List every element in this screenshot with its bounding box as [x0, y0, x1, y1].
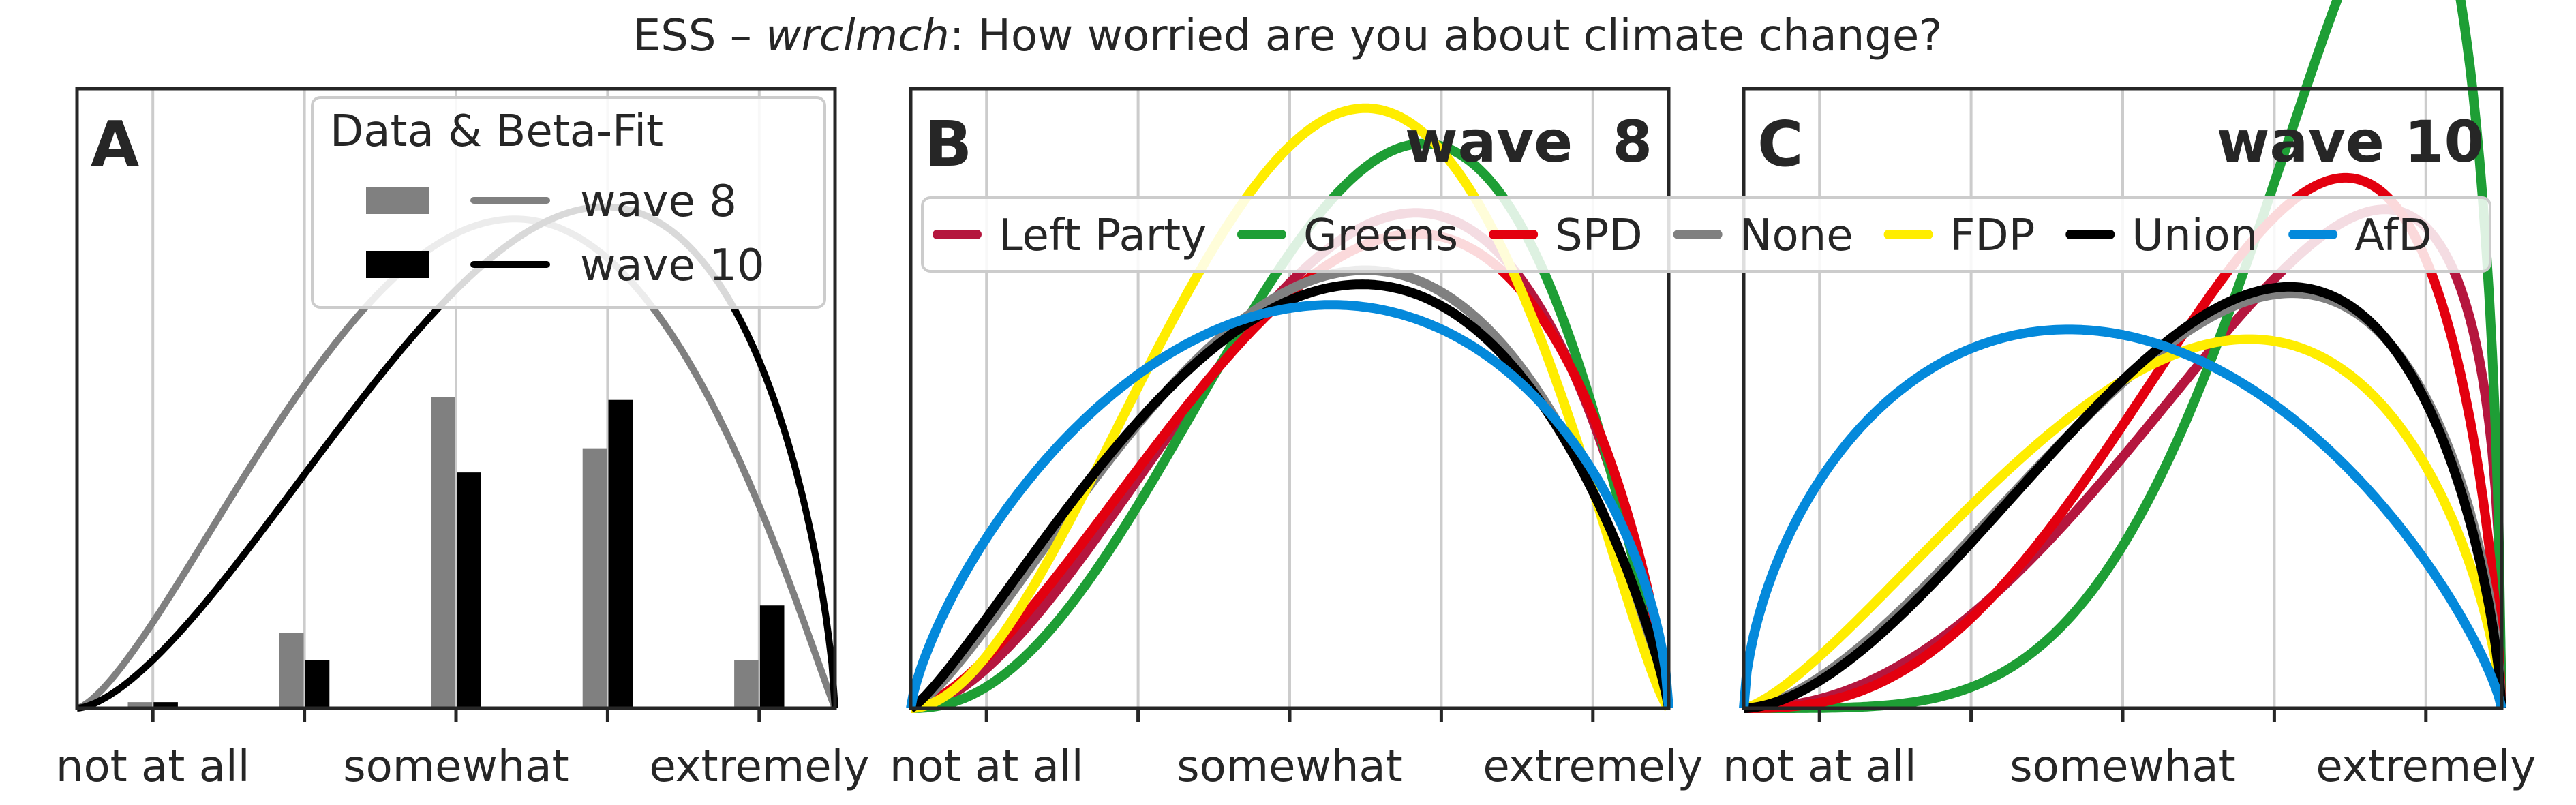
bar-wave10-3 [457, 472, 481, 708]
ticks-b: not at all somewhat extremely [890, 708, 1703, 792]
grid-b [985, 89, 1594, 708]
bar-wave8-4 [582, 448, 607, 708]
bar-wave8-1 [127, 702, 153, 708]
x-tick-label-b-5: extremely [1483, 742, 1703, 792]
panel-letter-c: C [1757, 108, 1804, 181]
panel-title-c: wave 10 [2217, 108, 2484, 175]
panel-letter-b: B [924, 108, 972, 181]
x-tick-label-c-5: extremely [2316, 742, 2536, 792]
party-legend: Left Party Greens SPD None FDP Union AfD [921, 196, 2491, 273]
x-tick-label-a-1: not at all [56, 742, 250, 792]
panel-title-b: wave 8 [1405, 108, 1652, 175]
legend-box-a [311, 96, 826, 309]
x-tick-label-b-3: somewhat [1177, 742, 1402, 792]
panel-c: not at all somewhat extremely C wave 10 [1723, 0, 2536, 792]
figure-title: ESS – wrclmch: How worried are you about… [633, 11, 1943, 61]
curve-c-union [1742, 282, 2506, 713]
x-tick-label-c-3: somewhat [2010, 742, 2235, 792]
curve-c-spd [1742, 172, 2506, 713]
x-tick-label-a-5: extremely [649, 742, 869, 792]
panel-letter-a: A [91, 108, 139, 181]
curve-b-fdp [909, 103, 1673, 713]
x-tick-label-a-3: somewhat [343, 742, 569, 792]
party-legend-label-spd: SPD [1555, 211, 1643, 261]
panel-a: not at all somewhat extremely A Data & Bet… [56, 87, 869, 792]
bar-wave8-2 [279, 633, 304, 708]
curve-c-greens [1742, 0, 2506, 713]
curve-c-afd [1739, 324, 2506, 710]
panel-b: not at all somewhat extremely B wave 8 [890, 87, 1703, 792]
legend-title-a: Data & Beta-Fit [330, 106, 663, 157]
curves-c [1739, 0, 2506, 713]
curve-b-afd [906, 300, 1673, 710]
party-legend-label-greens: Greens [1303, 211, 1458, 261]
legend-label-wave8: wave 8 [580, 177, 737, 227]
bar-wave10-5 [759, 605, 785, 708]
x-tick-label-c-1: not at all [1723, 742, 1917, 792]
legend-patch-wave10 [366, 251, 429, 278]
bar-wave8-3 [431, 397, 455, 708]
ticks-a: not at all somewhat extremely [56, 708, 869, 792]
x-tick-label-b-1: not at all [890, 742, 1084, 792]
party-legend-label-none: None [1740, 211, 1853, 261]
bar-wave10-1 [153, 702, 178, 708]
party-legend-label-left-party: Left Party [999, 211, 1207, 261]
bar-wave10-4 [608, 399, 633, 708]
bar-wave8-5 [734, 660, 759, 708]
bar-wave10-2 [305, 660, 330, 708]
legend-a: Data & Beta-Fit wave 8 wave 10 [311, 96, 826, 309]
ticks-c: not at all somewhat extremely [1723, 708, 2536, 792]
party-legend-label-fdp: FDP [1950, 211, 2035, 261]
legend-patch-wave8 [366, 187, 429, 214]
party-legend-label-afd: AfD [2354, 211, 2431, 261]
party-legend-label-union: Union [2132, 211, 2258, 261]
bars-a [127, 397, 785, 708]
legend-label-wave10: wave 10 [580, 241, 765, 291]
